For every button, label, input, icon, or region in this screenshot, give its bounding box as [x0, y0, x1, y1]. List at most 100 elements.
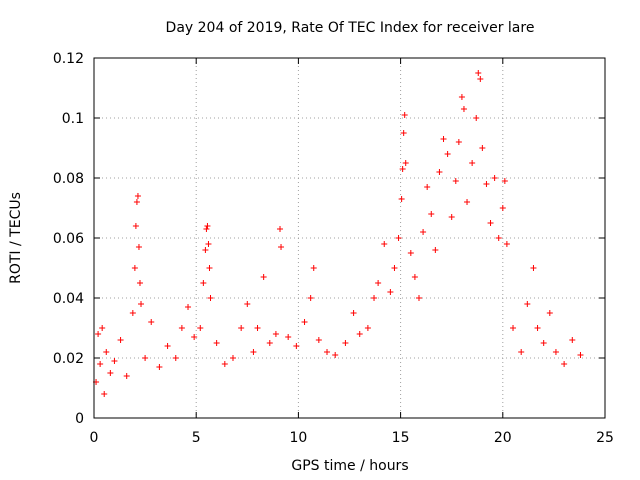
data-point	[132, 223, 139, 229]
data-point	[399, 166, 406, 172]
data-point	[432, 247, 439, 253]
data-point	[213, 340, 220, 346]
data-point	[324, 349, 331, 355]
data-point	[197, 325, 204, 331]
data-point	[99, 325, 106, 331]
data-point	[332, 352, 339, 358]
data-point	[244, 301, 251, 307]
data-point	[569, 337, 576, 343]
x-axis-label: GPS time / hours	[291, 458, 408, 474]
data-point	[395, 235, 402, 241]
data-point	[229, 355, 236, 361]
y-tick-label: 0.04	[53, 291, 84, 307]
data-point	[178, 325, 185, 331]
data-point	[495, 235, 502, 241]
data-point	[444, 151, 451, 157]
data-point	[391, 265, 398, 271]
data-point	[138, 301, 145, 307]
data-point	[518, 349, 525, 355]
data-point	[148, 319, 155, 325]
data-point	[401, 112, 408, 118]
data-point	[469, 160, 476, 166]
data-point	[477, 76, 484, 82]
data-point	[103, 349, 110, 355]
data-point	[278, 244, 285, 250]
axis-ticks: 0 5 10 15 20 25 0 0.02 0.04 0.06 0.08 0.1 0.12	[53, 51, 614, 446]
data-point	[101, 391, 108, 397]
x-tick-label: 5	[192, 430, 201, 446]
data-point	[205, 241, 212, 247]
data-point	[398, 196, 405, 202]
data-point	[266, 340, 273, 346]
x-tick-label: 15	[392, 430, 410, 446]
data-point	[111, 358, 118, 364]
data-point	[546, 310, 553, 316]
y-tick-label: 0.12	[53, 51, 84, 67]
data-point	[95, 331, 102, 337]
x-tick-label: 20	[494, 430, 512, 446]
data-point	[491, 175, 498, 181]
data-point	[136, 280, 143, 286]
data-point	[135, 244, 142, 250]
data-point	[387, 289, 394, 295]
data-point	[455, 139, 462, 145]
data-point	[464, 199, 471, 205]
chart-title: Day 204 of 2019, Rate Of TEC Index for r…	[166, 20, 535, 36]
data-point	[191, 334, 198, 340]
data-point	[510, 325, 517, 331]
data-point	[440, 136, 447, 142]
x-tick-label: 0	[90, 430, 99, 446]
data-point	[381, 241, 388, 247]
y-tick-label: 0.1	[62, 111, 84, 127]
data-point	[483, 181, 490, 187]
y-tick-label: 0	[75, 411, 84, 427]
data-point	[499, 205, 506, 211]
data-point	[375, 280, 382, 286]
data-point	[129, 310, 136, 316]
data-point	[221, 361, 228, 367]
data-point	[277, 226, 284, 232]
data-point	[123, 373, 130, 379]
data-point	[448, 214, 455, 220]
data-point	[552, 349, 559, 355]
data-point	[407, 250, 414, 256]
data-point	[534, 325, 541, 331]
data-point	[272, 331, 279, 337]
data-point	[307, 295, 314, 301]
data-point	[436, 169, 443, 175]
data-point	[452, 178, 459, 184]
data-point	[402, 160, 409, 166]
data-point	[164, 343, 171, 349]
data-point	[428, 211, 435, 217]
y-tick-label: 0.06	[53, 231, 84, 247]
data-point	[202, 247, 209, 253]
data-point	[400, 130, 407, 136]
grid-lines	[94, 58, 605, 418]
y-tick-label: 0.08	[53, 171, 84, 187]
x-tick-label: 25	[596, 430, 614, 446]
data-point	[501, 178, 508, 184]
data-point	[172, 355, 179, 361]
data-point	[415, 295, 422, 301]
data-point	[293, 343, 300, 349]
data-point	[285, 334, 292, 340]
data-point	[254, 325, 261, 331]
data-point	[204, 223, 211, 229]
data-point	[475, 70, 482, 76]
data-point	[350, 310, 357, 316]
data-point	[473, 115, 480, 121]
data-point	[530, 265, 537, 271]
y-tick-label: 0.02	[53, 351, 84, 367]
data-point	[356, 331, 363, 337]
data-point	[185, 304, 192, 310]
data-point	[107, 370, 114, 376]
data-point	[200, 280, 207, 286]
data-point	[260, 274, 267, 280]
data-point	[238, 325, 245, 331]
data-point	[487, 220, 494, 226]
data-point	[133, 199, 140, 205]
data-point	[156, 364, 163, 370]
data-point	[310, 265, 317, 271]
data-point	[97, 361, 104, 367]
data-point	[524, 301, 531, 307]
